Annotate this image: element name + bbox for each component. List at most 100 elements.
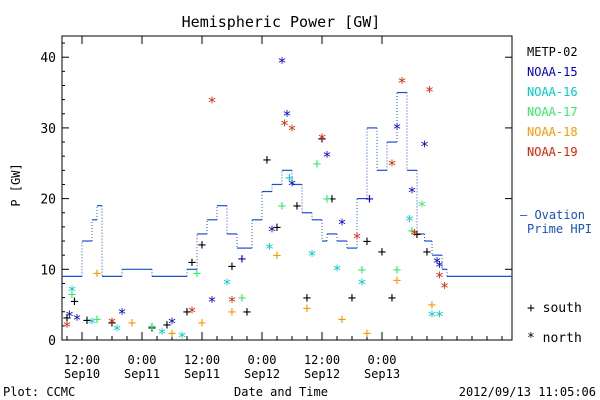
data-point-noaa-18: +	[338, 312, 346, 328]
data-point-metp-02: +	[303, 291, 311, 307]
data-point-noaa-15: *	[435, 258, 444, 276]
data-point-metp-02: +	[148, 320, 156, 336]
ovation-hpi-series	[62, 91, 512, 277]
data-point-noaa-19: *	[107, 314, 116, 332]
x-tick-label-date: Sep12	[244, 367, 280, 381]
footer-timestamp: 2012/09/13 11:05:06	[459, 385, 596, 399]
data-point-noaa-15: *	[277, 54, 286, 72]
data-point-noaa-16: *	[435, 307, 444, 325]
data-point-noaa-16: *	[87, 314, 96, 332]
data-point-metp-02: +	[423, 245, 431, 261]
data-point-noaa-19: *	[287, 121, 296, 139]
x-tick-label-time: 0:00	[128, 353, 157, 367]
data-point-metp-02: +	[328, 192, 336, 208]
data-point-noaa-16: *	[157, 325, 166, 343]
x-tick-label-time: 12:00	[64, 353, 100, 367]
data-point-metp-02: +	[348, 291, 356, 307]
data-point-noaa-17: +	[313, 156, 321, 172]
data-point-metp-02: +	[413, 227, 421, 243]
data-point-noaa-19: *	[387, 157, 396, 175]
y-axis-label: P [GW]	[9, 163, 23, 206]
legend-entry-noaa-17: NOAA-17	[527, 105, 578, 119]
data-point-noaa-18: +	[393, 273, 401, 289]
data-point-noaa-15: *	[207, 293, 216, 311]
x-tick-label-date: Sep13	[364, 367, 400, 381]
data-point-noaa-17: +	[238, 291, 246, 307]
marker-legend-south: + south	[527, 301, 582, 316]
x-tick-label-date: Sep11	[124, 367, 160, 381]
data-point-metp-02: +	[318, 132, 326, 148]
data-point-noaa-16: *	[112, 321, 121, 339]
data-point-metp-02: +	[388, 291, 396, 307]
data-point-noaa-17: +	[408, 223, 416, 239]
data-point-noaa-18: +	[428, 298, 436, 314]
data-point-noaa-16: +	[285, 170, 293, 186]
x-tick-label-time: 12:00	[184, 353, 220, 367]
data-point-noaa-18: +	[128, 315, 136, 331]
data-point-noaa-17: *	[417, 198, 426, 216]
data-point-metp-02: +	[83, 313, 91, 329]
legend-entry-hpi-line1: – Ovation	[520, 208, 585, 222]
y-tick-label: 10	[40, 263, 56, 278]
y-tick-label: 20	[40, 193, 56, 208]
data-point-metp-02: +	[70, 294, 78, 310]
data-point-noaa-19: *	[352, 229, 361, 247]
data-point-noaa-15: *	[167, 314, 176, 332]
data-point-noaa-17: +	[68, 287, 76, 303]
data-point-noaa-19: *	[435, 268, 444, 286]
x-axis-label: Date and Time	[234, 385, 328, 399]
data-point-metp-02: +	[163, 317, 171, 333]
data-point-noaa-16: *	[265, 240, 274, 258]
plot-frame	[61, 35, 513, 341]
chart-title: Hemispheric Power [GW]	[182, 13, 381, 31]
data-point-noaa-18: +	[303, 301, 311, 317]
data-point-noaa-19: *	[207, 94, 216, 112]
data-point-noaa-15: *	[432, 254, 441, 272]
data-point-noaa-17: +	[193, 266, 201, 282]
data-point-metp-02: +	[243, 305, 251, 321]
data-point-noaa-15: *	[117, 305, 126, 323]
data-point-noaa-19: *	[397, 74, 406, 92]
marker-legend-north: * north	[527, 331, 582, 346]
x-tick-label-date: Sep11	[184, 367, 220, 381]
data-point-noaa-19: *	[440, 279, 449, 297]
data-point-noaa-15: *	[420, 138, 429, 156]
data-point-noaa-15: *	[392, 120, 401, 138]
data-point-noaa-17: +	[93, 312, 101, 328]
data-point-noaa-16: *	[357, 275, 366, 293]
y-axis: 0 10 20 30 40	[40, 42, 512, 349]
data-point-noaa-15: *	[282, 107, 291, 125]
data-point-noaa-19: *	[227, 293, 236, 311]
x-tick-label-time: 0:00	[368, 353, 397, 367]
data-point-noaa-16: *	[307, 247, 316, 265]
x-tick-label-time: 0:00	[248, 353, 277, 367]
plot-area	[61, 35, 513, 341]
data-point-noaa-16: *	[405, 212, 414, 230]
x-axis: 12:00Sep100:00Sep1112:00Sep110:00Sep1212…	[64, 36, 503, 381]
data-point-metp-02: +	[183, 305, 191, 321]
y-tick-label: 0	[48, 334, 56, 349]
data-point-noaa-18: +	[273, 248, 281, 264]
footer-left-label: Plot: CCMC	[3, 385, 75, 399]
data-point-noaa-16: *	[427, 307, 436, 325]
x-tick-label-time: 12:00	[304, 353, 340, 367]
data-point-noaa-15: *	[72, 311, 81, 329]
data-point-noaa-19: *	[317, 131, 326, 149]
data-point-noaa-18: +	[228, 305, 236, 321]
data-point-metp-02: +	[273, 220, 281, 236]
data-point-noaa-18: +	[168, 326, 176, 342]
data-point-metp-02: +	[63, 310, 71, 326]
data-point-noaa-19: *	[280, 116, 289, 134]
data-point-noaa-17: +	[148, 319, 156, 335]
data-point-noaa-15: *	[65, 307, 74, 325]
data-point-noaa-16: *	[222, 275, 231, 293]
x-tick-label-date: Sep10	[64, 367, 100, 381]
data-point-metp-02: +	[188, 255, 196, 271]
data-point-noaa-18: +	[363, 326, 371, 342]
data-point-noaa-19: *	[187, 304, 196, 322]
data-point-metp-02: +	[378, 245, 386, 261]
legend: METP-02 NOAA-15 NOAA-16 NOAA-17 NOAA-18 NOAA-…	[520, 45, 592, 346]
data-point-noaa-17: +	[323, 192, 331, 208]
data-point-metp-02: +	[108, 315, 116, 331]
